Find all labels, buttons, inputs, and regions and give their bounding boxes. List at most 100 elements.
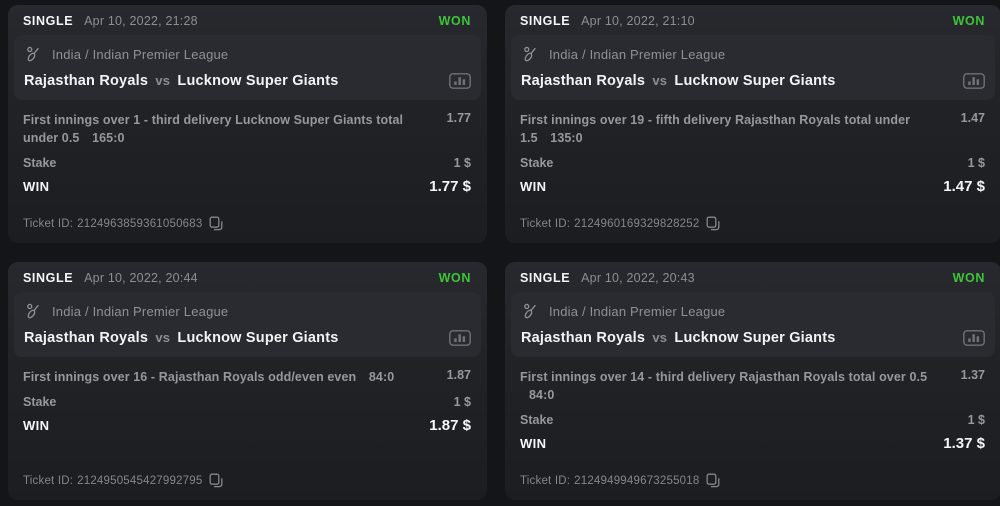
cricket-icon (521, 302, 540, 321)
cricket-icon (24, 45, 43, 64)
bet-datetime: Apr 10, 2022, 21:28 (84, 14, 198, 28)
ticket-id: Ticket ID: 2124960169329828252 (520, 218, 699, 230)
ticket-row: Ticket ID: 2124949949673255018 (511, 473, 995, 500)
match-panel: India / Indian Premier League Rajasthan … (511, 292, 995, 357)
league-row: India / Indian Premier League (24, 302, 471, 321)
stake-label: Stake (23, 395, 57, 410)
league-row: India / Indian Premier League (521, 302, 985, 321)
ticket-row: Ticket ID: 2124960169329828252 (511, 216, 995, 243)
win-row: WIN 1.47 $ (520, 178, 985, 195)
league-label: India / Indian Premier League (549, 47, 726, 62)
match-score: 135:0 (550, 131, 583, 146)
win-value: 1.47 $ (943, 178, 985, 196)
bet-type-label: SINGLE (520, 14, 571, 28)
match-row: Rajasthan Royals vs Lucknow Super Giants (24, 330, 471, 346)
stake-row: Stake 1 $ (23, 395, 471, 409)
bet-ticket-card: SINGLE Apr 10, 2022, 21:10 WON India / I… (505, 5, 1000, 243)
league-label: India / Indian Premier League (52, 304, 229, 319)
status-badge: WON (438, 14, 471, 28)
bet-datetime: Apr 10, 2022, 21:10 (581, 14, 695, 28)
stake-value: 1 $ (967, 413, 985, 428)
match-title: Rajasthan Royals vs Lucknow Super Giants (521, 330, 836, 346)
win-label: WIN (520, 179, 547, 195)
ticket-id-label: Ticket ID: (520, 474, 571, 487)
team-away: Lucknow Super Giants (177, 330, 339, 346)
league-row: India / Indian Premier League (24, 45, 471, 64)
match-stats-icon[interactable] (963, 330, 985, 346)
team-away: Lucknow Super Giants (674, 73, 836, 89)
bet-row: First innings over 19 - fifth delivery R… (520, 111, 985, 147)
stake-label: Stake (23, 156, 57, 171)
copy-icon[interactable] (209, 473, 223, 488)
win-label: WIN (520, 436, 547, 452)
match-row: Rajasthan Royals vs Lucknow Super Giants (24, 73, 471, 89)
bet-description: First innings over 14 - third delivery R… (520, 368, 928, 404)
bet-description: First innings over 1 - third delivery Lu… (23, 111, 427, 147)
match-panel: India / Indian Premier League Rajasthan … (14, 292, 481, 357)
match-stats-icon[interactable] (449, 330, 471, 346)
win-label: WIN (23, 179, 50, 195)
ticket-id-label: Ticket ID: (520, 217, 571, 230)
win-value: 1.77 $ (429, 178, 471, 196)
copy-icon[interactable] (209, 216, 223, 231)
ticket-id: Ticket ID: 2124949949673255018 (520, 475, 699, 487)
team-home: Rajasthan Royals (24, 73, 149, 89)
match-score: 165:0 (92, 131, 125, 146)
team-away: Lucknow Super Giants (177, 73, 339, 89)
bet-description: First innings over 19 - fifth delivery R… (520, 111, 928, 147)
ticket-id-label: Ticket ID: (23, 217, 74, 230)
win-value: 1.87 $ (429, 417, 471, 435)
copy-icon[interactable] (706, 473, 720, 488)
bet-description-text: First innings over 14 - third delivery R… (520, 370, 928, 384)
card-header: SINGLE Apr 10, 2022, 21:28 WON (14, 5, 481, 35)
stake-row: Stake 1 $ (520, 156, 985, 170)
ticket-id-value: 2124950545427992795 (77, 474, 203, 487)
match-stats-icon[interactable] (963, 73, 985, 89)
bet-type-label: SINGLE (520, 271, 571, 285)
win-row: WIN 1.37 $ (520, 435, 985, 452)
bet-ticket-card: SINGLE Apr 10, 2022, 20:43 WON India / I… (505, 262, 1000, 500)
stake-row: Stake 1 $ (23, 156, 471, 170)
vs-label: vs (652, 330, 668, 345)
cricket-icon (521, 45, 540, 64)
league-row: India / Indian Premier League (521, 45, 985, 64)
bet-datetime: Apr 10, 2022, 20:44 (84, 271, 198, 285)
match-stats-icon[interactable] (449, 73, 471, 89)
win-label: WIN (23, 418, 50, 434)
ticket-id: Ticket ID: 2124950545427992795 (23, 475, 202, 487)
bet-type-label: SINGLE (23, 271, 74, 285)
match-panel: India / Indian Premier League Rajasthan … (14, 35, 481, 100)
bet-row: First innings over 1 - third delivery Lu… (23, 111, 471, 147)
match-title: Rajasthan Royals vs Lucknow Super Giants (521, 73, 836, 89)
bet-odds: 1.37 (960, 368, 985, 382)
win-row: WIN 1.87 $ (23, 417, 471, 434)
league-label: India / Indian Premier League (52, 47, 229, 62)
win-row: WIN 1.77 $ (23, 178, 471, 195)
stake-value: 1 $ (967, 156, 985, 171)
bet-ticket-card: SINGLE Apr 10, 2022, 21:28 WON India / I… (8, 5, 487, 243)
bet-description-text: First innings over 16 - Rajasthan Royals… (23, 370, 357, 384)
ticket-id-value: 2124960169329828252 (574, 217, 700, 230)
ticket-row: Ticket ID: 2124963859361050683 (14, 216, 481, 243)
team-home: Rajasthan Royals (24, 330, 149, 346)
bet-odds: 1.77 (446, 111, 471, 125)
bet-type-label: SINGLE (23, 14, 74, 28)
bet-ticket-card: SINGLE Apr 10, 2022, 20:44 WON India / I… (8, 262, 487, 500)
copy-icon[interactable] (706, 216, 720, 231)
bet-row: First innings over 16 - Rajasthan Royals… (23, 368, 471, 386)
match-title: Rajasthan Royals vs Lucknow Super Giants (24, 330, 339, 346)
team-away: Lucknow Super Giants (674, 330, 836, 346)
stake-value: 1 $ (453, 156, 471, 171)
ticket-id: Ticket ID: 2124963859361050683 (23, 218, 202, 230)
win-value: 1.37 $ (943, 435, 985, 453)
card-header: SINGLE Apr 10, 2022, 21:10 WON (511, 5, 995, 35)
ticket-id-value: 2124963859361050683 (77, 217, 203, 230)
bet-description: First innings over 16 - Rajasthan Royals… (23, 368, 394, 386)
match-row: Rajasthan Royals vs Lucknow Super Giants (521, 73, 985, 89)
cricket-icon (24, 302, 43, 321)
ticket-id-label: Ticket ID: (23, 474, 74, 487)
match-title: Rajasthan Royals vs Lucknow Super Giants (24, 73, 339, 89)
match-row: Rajasthan Royals vs Lucknow Super Giants (521, 330, 985, 346)
team-home: Rajasthan Royals (521, 73, 646, 89)
